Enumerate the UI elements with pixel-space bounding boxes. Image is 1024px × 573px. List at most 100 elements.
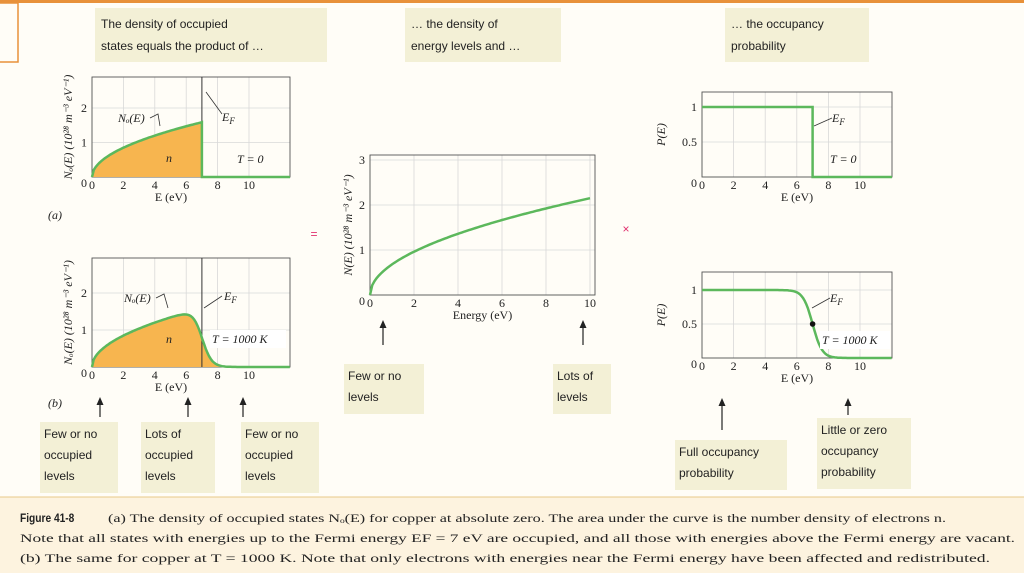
fermi-label: EF	[831, 111, 845, 127]
note-text: Lots of	[557, 369, 594, 383]
note-text: Full occupancy	[679, 445, 759, 459]
fermi-label: EF	[223, 289, 237, 305]
fermi-label: EF	[221, 110, 235, 126]
y-tick-label: 0.5	[682, 317, 697, 331]
x-axis-label: E (eV)	[155, 380, 187, 394]
equals-sign: =	[310, 227, 317, 241]
arrow-head	[844, 398, 852, 406]
y-tick-label: 2	[359, 198, 365, 212]
temperature-label: T = 0	[237, 152, 264, 166]
callout-text: energy levels and …	[411, 39, 520, 53]
note-box	[141, 422, 215, 493]
x-tick-label: 2	[411, 296, 417, 310]
x-tick-label: 10	[584, 296, 596, 310]
occupied-curve	[90, 313, 290, 369]
caption-line: Note that all states with energies up to…	[20, 531, 1015, 545]
fermi-subscript: F	[836, 297, 843, 307]
x-tick-label: 6	[499, 296, 505, 310]
callout-box	[725, 8, 869, 62]
callout-text: states equals the product of …	[101, 39, 264, 53]
curve-label: Nₒ(E)	[117, 111, 145, 125]
x-tick-label: 10	[854, 359, 866, 373]
note-text: levels	[44, 469, 75, 483]
x-tick-label: 10	[243, 178, 255, 192]
corner-mark	[0, 2, 19, 63]
arrow-head	[718, 398, 726, 406]
caption-label: Figure 41-8	[20, 512, 74, 525]
x-tick-label: 6	[794, 359, 800, 373]
density-curve	[368, 196, 591, 296]
plot-frame	[701, 271, 893, 359]
y-tick-label: 3	[359, 153, 365, 167]
y-axis-label: P(E)	[654, 123, 668, 147]
x-tick-label: 2	[120, 368, 126, 382]
x-tick-label: 8	[215, 178, 221, 192]
y-tick-label: 1	[691, 283, 697, 297]
arrow-head	[239, 397, 247, 405]
y-tick-label: 0	[691, 357, 697, 371]
curve-label: Nₒ(E)	[123, 291, 151, 305]
y-tick-label: 0	[359, 294, 365, 308]
arrow-head	[184, 397, 192, 405]
x-tick-label: 2	[120, 178, 126, 192]
y-axis-label: N(E) (10²⁸ m⁻³ eV⁻¹)	[341, 174, 355, 276]
x-tick-label: 4	[152, 178, 158, 192]
note-text: probability	[679, 466, 734, 480]
temperature-label: T = 0	[830, 152, 857, 166]
callout-text: … the occupancy	[731, 17, 824, 31]
fermi-symbol: E	[831, 111, 840, 125]
x-tick-label: 2	[731, 178, 737, 192]
x-axis-label: E (eV)	[155, 190, 187, 204]
note-text: levels	[145, 469, 176, 483]
fermi-symbol: E	[221, 110, 230, 124]
top-border	[0, 0, 1024, 3]
x-tick-label: 0	[699, 178, 705, 192]
y-tick-label: 2	[81, 286, 87, 300]
caption-line: (b) The same for copper at T = 1000 K. N…	[20, 551, 990, 565]
plot-frame	[369, 154, 596, 296]
x-tick-label: 0	[89, 368, 95, 382]
y-tick-label: 0	[691, 176, 697, 190]
x-tick-label: 0	[699, 359, 705, 373]
note-text: levels	[348, 390, 379, 404]
times-sign: ×	[622, 222, 629, 236]
fermi-point	[809, 321, 816, 327]
y-tick-label: 1	[81, 323, 87, 337]
fermi-subscript: F	[230, 295, 237, 305]
y-tick-label: 1	[359, 243, 365, 257]
note-text: occupied	[145, 448, 193, 462]
y-axis-label: Nₒ(E) (10²⁸ m⁻³ eV⁻¹)	[61, 75, 75, 181]
caption-area	[0, 497, 1024, 573]
leader	[811, 297, 831, 309]
note-box	[241, 422, 319, 493]
leader	[203, 295, 223, 309]
y-tick-label: 2	[81, 101, 87, 115]
fermi-symbol: E	[223, 289, 232, 303]
note-text: Few or no	[348, 369, 402, 383]
fermi-subscript: F	[838, 117, 845, 127]
x-tick-label: 0	[89, 178, 95, 192]
x-tick-label: 6	[794, 178, 800, 192]
arrow-head	[579, 320, 587, 328]
note-text: Lots of	[145, 427, 182, 441]
occupied-area	[92, 314, 290, 367]
leader	[149, 113, 161, 127]
leader	[813, 117, 833, 127]
x-tick-label: 6	[183, 178, 189, 192]
callout-text: The density of occupied	[101, 17, 228, 31]
x-tick-label: 10	[243, 368, 255, 382]
note-text: occupied	[245, 448, 293, 462]
note-text: Few or no	[44, 427, 98, 441]
note-text: levels	[245, 469, 276, 483]
x-tick-label: 4	[762, 359, 768, 373]
x-axis-label: E (eV)	[781, 190, 813, 204]
y-tick-label: 0.5	[682, 135, 697, 149]
fermi-symbol: E	[829, 291, 838, 305]
x-tick-label: 8	[825, 359, 831, 373]
callout-box	[405, 8, 561, 62]
y-tick-label: 1	[691, 100, 697, 114]
panel-label: (b)	[48, 396, 62, 410]
leader	[205, 91, 223, 115]
x-tick-label: 8	[825, 178, 831, 192]
x-axis-label: Energy (eV)	[453, 308, 512, 322]
